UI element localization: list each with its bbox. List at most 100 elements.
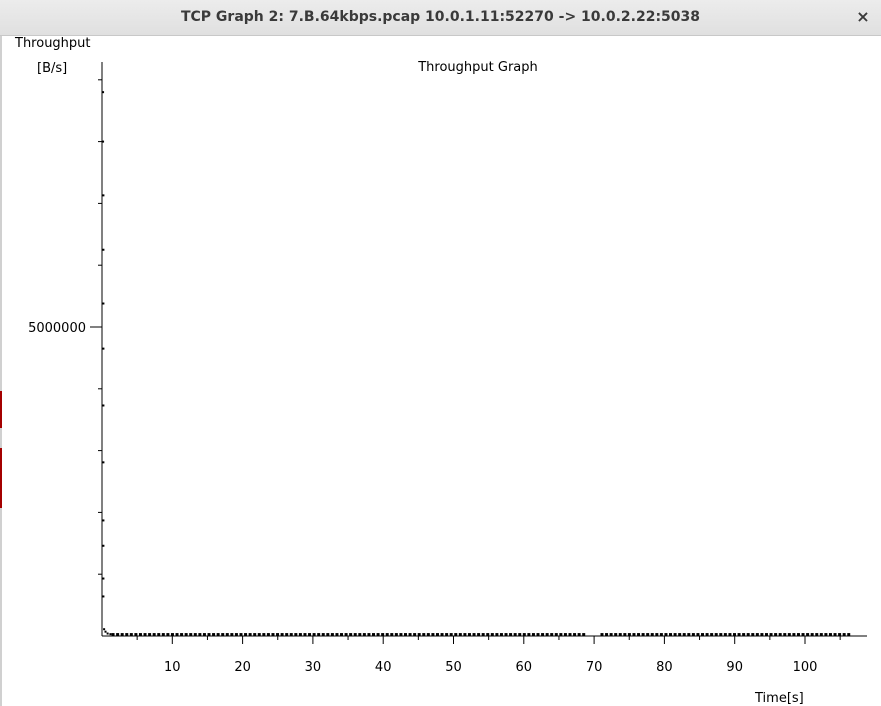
data-point [696,633,700,637]
data-point [669,633,673,637]
data-point [367,633,371,637]
data-point [486,633,490,637]
data-point [102,461,105,464]
data-point [102,91,105,94]
data-point [344,633,348,637]
data-point [445,633,449,637]
data-point [518,633,522,637]
data-point [408,633,412,637]
data-point [719,633,723,637]
y-axis-title: Throughput [15,36,91,51]
data-point [170,633,174,637]
data-point [664,633,668,637]
data-point [403,633,407,637]
data-point [202,633,206,637]
data-point [102,404,105,407]
data-point [742,633,746,637]
data-point [394,633,398,637]
data-point [266,633,270,637]
data-point [362,633,366,637]
background-window-fragment [0,448,2,508]
data-point [723,633,727,637]
data-point [230,633,234,637]
data-point [650,633,654,637]
data-point [755,633,759,637]
data-point [422,633,426,637]
close-icon[interactable]: × [856,7,870,26]
data-point [298,633,302,637]
data-point [212,633,216,637]
data-point [751,633,755,637]
data-point [490,633,494,637]
data-point [541,633,545,637]
data-point [109,633,112,636]
data-point [417,633,421,637]
data-point [582,633,586,637]
data-point [148,633,152,637]
data-point [454,633,458,637]
data-point [102,544,105,547]
data-point [381,633,385,637]
left-window-edge [0,36,2,706]
data-point [317,633,321,637]
data-point [577,633,581,637]
data-point [687,633,691,637]
data-point [390,633,394,637]
data-point [102,347,105,350]
data-point [116,633,120,637]
data-point [801,633,805,637]
data-point [111,633,115,637]
data-point [559,633,563,637]
data-point [847,633,851,637]
data-point [463,633,467,637]
data-point [618,633,622,637]
data-point [102,577,105,580]
y-tick-label: 5000000 [28,321,86,336]
data-point [472,633,476,637]
data-point [193,633,197,637]
data-point [646,633,650,637]
data-point [531,633,535,637]
data-point [106,632,109,635]
data-point [568,633,572,637]
data-point [335,633,339,637]
data-point [440,633,444,637]
data-point [641,633,645,637]
data-point [673,633,677,637]
data-point [321,633,325,637]
data-point [504,633,508,637]
data-point [294,633,298,637]
data-point [605,633,609,637]
data-point [787,633,791,637]
data-point [239,633,243,637]
data-point [276,633,280,637]
data-point [467,633,471,637]
data-point [746,633,750,637]
data-point [477,633,481,637]
data-point [600,633,604,637]
data-point [609,633,613,637]
data-point [143,633,147,637]
data-point [714,633,718,637]
data-point [614,633,618,637]
window-titlebar: TCP Graph 2: 7.B.64kbps.pcap 10.0.1.11:5… [0,0,881,36]
data-point [257,633,261,637]
data-point [376,633,380,637]
data-point [244,633,248,637]
data-point [271,633,275,637]
chart-title: Throughput Graph [418,60,538,75]
data-point [102,140,105,143]
data-point [431,633,435,637]
data-point [527,633,531,637]
x-tick-label: 10 [164,660,181,675]
data-point [796,633,800,637]
data-point [838,633,842,637]
data-point [623,633,627,637]
data-point [710,633,714,637]
data-point [458,633,462,637]
data-point [769,633,773,637]
data-point [102,519,105,522]
data-point [819,633,823,637]
data-point [138,633,142,637]
